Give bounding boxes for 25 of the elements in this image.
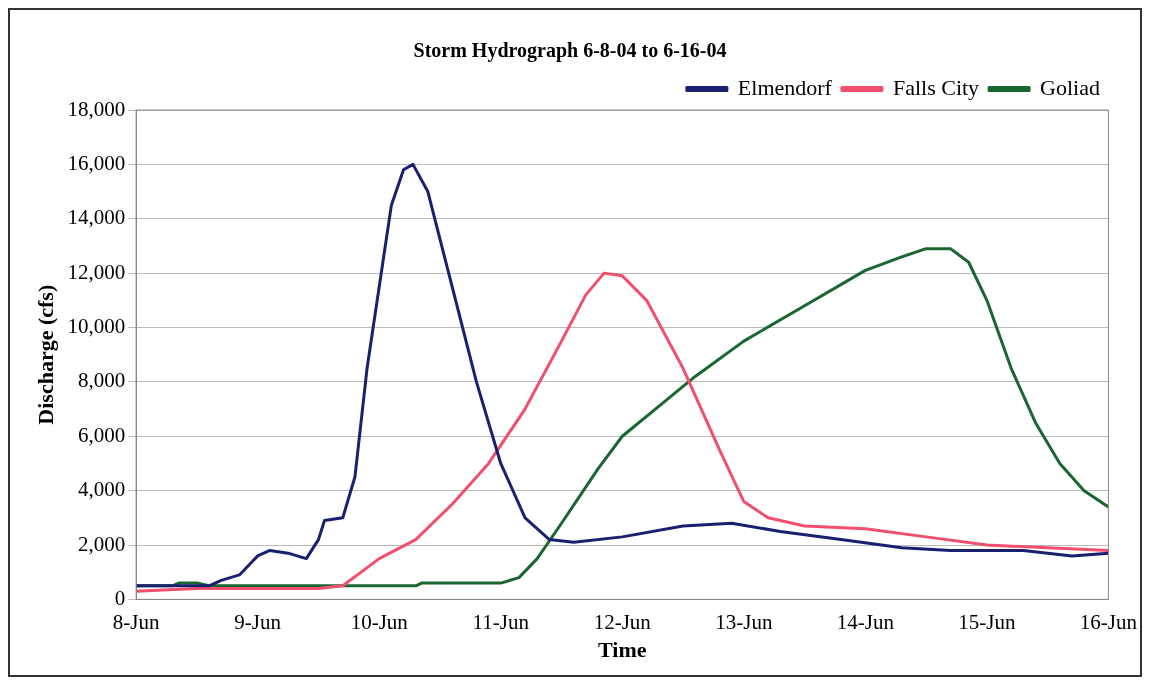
x-tick-label: 14-Jun — [836, 609, 895, 634]
x-tick-label: 12-Jun — [593, 609, 652, 634]
x-tick-label: 8-Jun — [112, 609, 160, 634]
chart-title: Storm Hydrograph 6-8-04 to 6-16-04 — [413, 39, 727, 63]
y-tick-label: 6,000 — [77, 422, 126, 447]
x-tick-label: 15-Jun — [958, 609, 1016, 634]
y-tick-label: 2,000 — [77, 531, 126, 556]
x-tick-label: 16-Jun — [1079, 609, 1138, 634]
x-tick-label: 13-Jun — [715, 609, 773, 634]
y-tick-label: 18,000 — [67, 96, 126, 121]
legend-label: Falls City — [892, 74, 980, 100]
y-tick-label: 16,000 — [67, 150, 126, 175]
x-tick-label: 10-Jun — [350, 609, 409, 634]
y-tick-label: 14,000 — [67, 205, 126, 230]
y-tick-label: 0 — [114, 585, 126, 610]
legend-label: Elmendorf — [737, 74, 833, 100]
y-tick-label: 10,000 — [67, 314, 126, 339]
legend-label: Goliad — [1040, 74, 1101, 100]
y-tick-label: 12,000 — [67, 259, 126, 284]
y-tick-label: 8,000 — [77, 368, 126, 393]
x-tick-label: 9-Jun — [234, 609, 282, 634]
y-axis-title: Discharge (cfs) — [32, 284, 58, 425]
y-tick-label: 4,000 — [77, 477, 126, 502]
x-axis-title: Time — [598, 637, 647, 663]
x-tick-label: 11-Jun — [472, 609, 530, 634]
